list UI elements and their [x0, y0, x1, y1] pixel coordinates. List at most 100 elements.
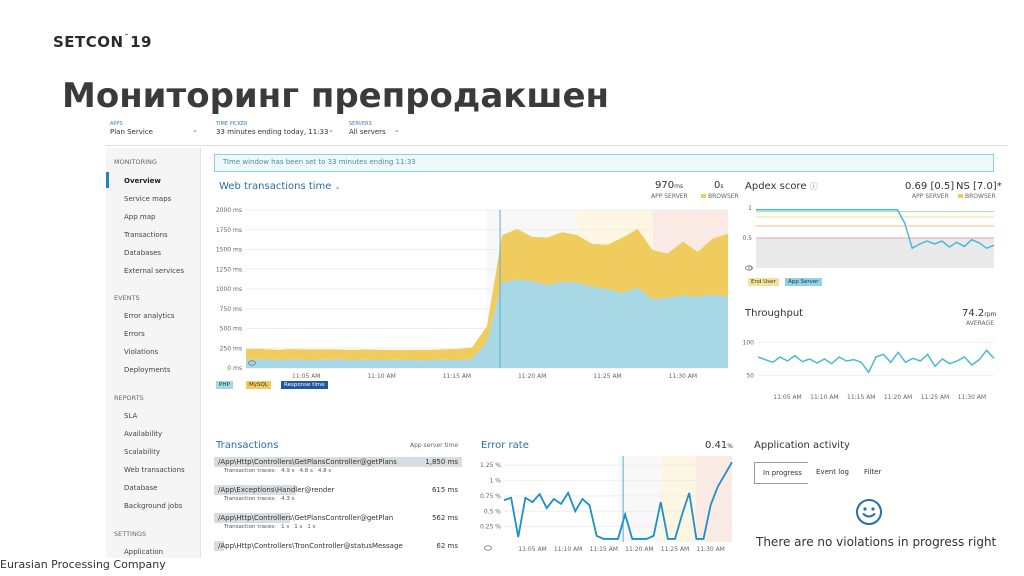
table-row[interactable]: /App\Http\Controllers\GetPlansController… — [214, 457, 462, 474]
throughput-chart: 50 100 11:05 AM 11:10 AM 11:15 AM 11:20 AM 11:… — [743, 339, 995, 401]
help-icon[interactable]: ⓘ — [809, 182, 818, 191]
trace-link[interactable]: 4.8 s — [299, 468, 313, 474]
y-tick-label: 0 — [748, 265, 752, 272]
time-caption: TIME PICKER — [216, 121, 248, 127]
legend-php[interactable]: PHP — [216, 381, 233, 389]
sidebar-item-scalability[interactable]: Scalability — [124, 448, 160, 456]
footer-company: Eurasian Processing Company — [0, 558, 166, 571]
transactions-column-header: App server time — [410, 442, 459, 449]
chevron-down-icon[interactable]: ⌄ — [334, 183, 341, 191]
transaction-value: 62 ms — [436, 542, 458, 550]
tab-in-progress[interactable]: In progress — [754, 462, 811, 484]
series-area-mysql — [246, 228, 728, 361]
series-line-app-server — [756, 209, 995, 250]
logo-tick: ˜ — [124, 33, 130, 42]
x-tick-label: 11:15 AM — [443, 373, 471, 380]
error-rate-title[interactable]: Error rate — [481, 440, 529, 451]
sidebar-item-error-analytics[interactable]: Error analytics — [124, 312, 175, 320]
apps-value: Plan Service — [110, 128, 153, 136]
sidebar-item-background-jobs[interactable]: Background jobs — [124, 502, 183, 510]
table-row[interactable]: /App\Http\Controllers\GetPlansController… — [214, 513, 462, 530]
apdex-title-text: Apdex score — [745, 181, 807, 192]
legend-end-user[interactable]: End User — [748, 278, 779, 286]
error-rate-value: 0.41 — [705, 440, 728, 451]
transaction-name[interactable]: /App\Http\Controllers\TronController@sta… — [218, 542, 403, 550]
tab-event-log[interactable]: Event log — [808, 462, 857, 484]
nr-top-bar: APPS Plan Service ⌄ TIME PICKER 33 minut… — [106, 118, 1008, 146]
transaction-value: 1,850 ms — [425, 458, 458, 466]
sidebar-item-errors[interactable]: Errors — [124, 330, 145, 338]
sidebar-item-violations[interactable]: Violations — [124, 348, 159, 356]
trace-link[interactable]: 1 s — [307, 524, 316, 530]
throughput-unit: rpm — [984, 311, 997, 318]
trace-link[interactable]: 1 s — [294, 524, 303, 530]
browser-label: BROWSER — [708, 193, 739, 200]
table-row[interactable]: /App\Http\Controllers\TronController@sta… — [214, 541, 462, 551]
apdex-browser-value: NS [7.0]* — [956, 181, 1002, 192]
chevron-down-icon[interactable]: ⌄ — [192, 126, 198, 134]
throughput-value: 74.2 — [962, 308, 985, 319]
sidebar-item-deployments[interactable]: Deployments — [124, 366, 171, 374]
eye-icon — [484, 545, 492, 551]
sidebar-section-settings: SETTINGS — [114, 530, 147, 538]
sidebar-item-web-transactions[interactable]: Web transactions — [124, 466, 185, 474]
table-row[interactable]: /App\Exceptions\Handler@render 615 ms Tra… — [214, 485, 462, 502]
servers-caption: SERVERS — [349, 121, 372, 127]
y-tick-label: 50 — [746, 373, 754, 380]
time-window-notice: Time window has been set to 33 minutes e… — [214, 154, 994, 172]
x-tick-label: 11:05 AM — [773, 394, 801, 401]
throughput-label: AVERAGE — [966, 320, 994, 327]
trace-link[interactable]: 4.9 s — [281, 468, 295, 474]
trace-link[interactable]: 4.8 s — [317, 468, 332, 474]
sidebar-item-external-services[interactable]: External services — [124, 267, 184, 275]
sidebar-item-database[interactable]: Database — [124, 484, 158, 492]
transactions-title[interactable]: Transactions — [216, 440, 279, 451]
error-rate-unit: % — [727, 443, 733, 450]
servers-selector[interactable]: SERVERS All servers — [349, 121, 386, 136]
sidebar-item-overview[interactable]: Overview — [124, 177, 161, 185]
tab-filter[interactable]: Filter — [856, 462, 890, 484]
time-picker[interactable]: TIME PICKER 33 minutes ending today, 11:… — [216, 121, 328, 136]
web-transactions-title[interactable]: Web transactions time ⌄ — [219, 181, 341, 192]
legend-mysql[interactable]: MySQL — [246, 381, 271, 389]
app-server-value: 970 — [655, 180, 675, 191]
trace-link[interactable]: 1 s — [281, 524, 290, 530]
apps-caption: APPS — [110, 121, 123, 127]
legend-app-server[interactable]: App Server — [785, 278, 822, 286]
logo-year: 19 — [130, 33, 152, 51]
transaction-name[interactable]: /App\Http\Controllers\GetPlansController… — [218, 514, 394, 522]
browser-label-wrap: BROWSER — [701, 193, 739, 200]
sidebar-item-databases[interactable]: Databases — [124, 249, 162, 257]
series-line-error-rate — [503, 461, 733, 540]
transaction-name[interactable]: /App\Http\Controllers\GetPlansController… — [218, 458, 397, 466]
transaction-bar: /App\Http\Controllers\GetPlansController… — [214, 457, 462, 467]
legend-response-time[interactable]: Response time — [281, 381, 328, 389]
smiley-icon — [856, 499, 882, 525]
transaction-bar: /App\Http\Controllers\GetPlansController… — [214, 513, 462, 523]
x-tick-label: 11:10 AM — [810, 394, 838, 401]
sidebar-item-sla[interactable]: SLA — [124, 412, 138, 420]
chevron-down-icon[interactable]: ⌄ — [328, 126, 334, 134]
servers-value: All servers — [349, 128, 386, 136]
sidebar-item-availability[interactable]: Availability — [124, 430, 163, 438]
sidebar-section-reports: REPORTS — [114, 394, 144, 402]
chevron-down-icon[interactable]: ⌄ — [394, 126, 400, 134]
sidebar-section-events: EVENTS — [114, 294, 140, 302]
sidebar-item-transactions[interactable]: Transactions — [124, 231, 168, 239]
y-tick-label: 1 % — [490, 478, 502, 485]
apps-selector[interactable]: APPS Plan Service — [110, 121, 153, 136]
eye-icon — [745, 265, 753, 271]
trace-link[interactable]: 4.3 s — [281, 496, 295, 502]
time-value: 33 minutes ending today, 11:33 — [216, 128, 329, 136]
x-tick-label: 11:30 AM — [669, 373, 697, 380]
sidebar-item-service-maps[interactable]: Service maps — [124, 195, 172, 203]
apdex-chart: 00.51 — [742, 205, 995, 272]
transaction-name[interactable]: /App\Exceptions\Handler@render — [218, 486, 335, 494]
series-line-throughput — [757, 349, 995, 374]
y-tick-label: 250 ms — [220, 345, 242, 352]
y-tick-label: 750 ms — [220, 306, 242, 313]
sidebar-item-application[interactable]: Application — [124, 548, 164, 556]
x-tick-label: 11:15 AM — [590, 546, 618, 553]
y-tick-label: 1 — [748, 205, 752, 212]
sidebar-item-app-map[interactable]: App map — [124, 213, 156, 221]
